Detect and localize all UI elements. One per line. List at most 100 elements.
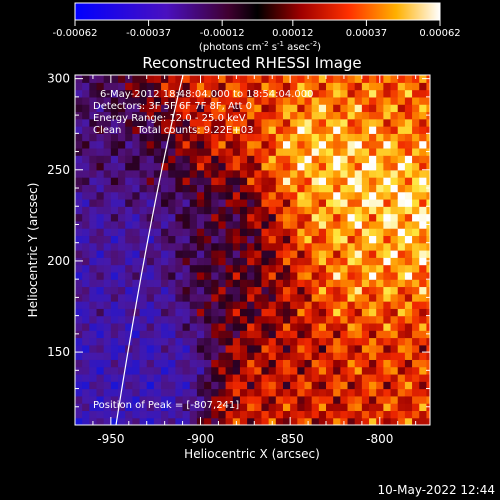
heatmap-cell <box>168 220 177 229</box>
heatmap-cell <box>326 293 334 302</box>
heatmap-cell <box>182 155 191 164</box>
heatmap-cell <box>347 75 356 83</box>
heatmap-cell <box>82 111 90 120</box>
heatmap-cell <box>282 366 291 375</box>
heatmap-cell <box>390 410 399 419</box>
heatmap-cell <box>397 264 406 273</box>
heatmap-cell <box>369 111 377 120</box>
heatmap-cell <box>161 184 169 193</box>
heatmap-cell <box>139 403 148 412</box>
heatmap-cell <box>118 286 126 295</box>
heatmap-cell <box>82 126 90 134</box>
heatmap-cell <box>118 155 126 164</box>
heatmap-cell <box>426 308 430 317</box>
heatmap-cell <box>211 301 220 309</box>
heatmap-cell <box>297 352 306 360</box>
heatmap-cell <box>139 417 148 425</box>
heatmap-cell <box>225 257 234 266</box>
heatmap-cell <box>139 155 148 164</box>
heatmap-cell <box>254 198 263 207</box>
heatmap-cell <box>189 220 198 229</box>
heatmap-cell <box>297 257 306 266</box>
heatmap-cell <box>419 111 428 120</box>
heatmap-cell <box>103 177 112 185</box>
heatmap-cell <box>311 96 320 105</box>
heatmap-cell <box>318 140 327 149</box>
heatmap-cell <box>412 344 420 353</box>
heatmap-cell <box>347 381 356 390</box>
heatmap-cell <box>354 308 363 317</box>
heatmap-cell <box>369 184 377 193</box>
colorbar-tick-labels: -0.00062 -0.00037 -0.00012 0.00012 0.00037 0.… <box>53 28 461 39</box>
heatmap-cell <box>282 279 291 288</box>
heatmap-cell <box>247 337 255 346</box>
heatmap-cell <box>282 337 291 346</box>
heatmap-cell <box>376 315 384 324</box>
heatmap-cell <box>75 104 83 113</box>
heatmap-cell <box>326 184 334 193</box>
heatmap-cell <box>311 228 320 237</box>
heatmap-cell <box>376 301 384 309</box>
heatmap-cell <box>390 366 399 375</box>
heatmap-cell <box>132 89 141 98</box>
heatmap-cell <box>369 198 377 207</box>
y-tick-label: 150 <box>47 345 70 359</box>
heatmap-cell <box>139 373 148 382</box>
heatmap-cell <box>118 206 126 215</box>
heatmap-cell <box>110 220 119 229</box>
heatmap-cell <box>103 271 112 280</box>
heatmap-cell <box>175 235 184 244</box>
heatmap-cell <box>96 118 105 127</box>
heatmap-cell <box>82 220 90 229</box>
heatmap-cell <box>96 264 105 273</box>
heatmap-cell <box>125 177 133 185</box>
heatmap-cell <box>110 337 119 346</box>
heatmap-cell <box>376 271 384 280</box>
heatmap-cell <box>426 250 430 258</box>
heatmap-cell <box>282 403 291 412</box>
heatmap-cell <box>247 417 255 425</box>
heatmap-cell <box>304 228 313 237</box>
heatmap-cell <box>261 352 270 360</box>
heatmap-cell <box>232 242 241 251</box>
heatmap-cell <box>275 126 284 134</box>
heatmap-cell <box>268 337 277 346</box>
heatmap-cell <box>89 104 98 113</box>
heatmap-cell <box>204 264 212 273</box>
heatmap-cell <box>125 242 133 251</box>
heatmap-cell <box>161 388 169 397</box>
heatmap-cell <box>390 133 399 142</box>
heatmap-cell <box>282 162 291 171</box>
heatmap-cell <box>318 191 327 200</box>
heatmap-cell <box>196 301 205 309</box>
heatmap-cell <box>282 228 291 237</box>
heatmap-cell <box>218 242 227 251</box>
heatmap-cell <box>347 366 356 375</box>
heatmap-cell <box>189 381 198 390</box>
heatmap-cell <box>168 330 177 339</box>
heatmap-cell <box>311 198 320 207</box>
heatmap-cell <box>383 352 392 360</box>
heatmap-cell <box>290 337 298 346</box>
heatmap-cell <box>146 366 155 375</box>
heatmap-cell <box>290 403 298 412</box>
heatmap-cell <box>239 155 248 164</box>
heatmap-cell <box>182 373 191 382</box>
heatmap-cell <box>168 257 177 266</box>
heatmap-cell <box>225 308 234 317</box>
heatmap-cell <box>175 147 184 156</box>
heatmap-cell <box>326 104 334 113</box>
heatmap-cell <box>290 293 298 302</box>
heatmap-cell <box>282 322 291 331</box>
heatmap-cell <box>275 213 284 222</box>
heatmap-cell <box>354 213 363 222</box>
heatmap-cell <box>361 242 370 251</box>
heatmap-cell <box>247 162 255 171</box>
heatmap-cell <box>419 191 428 200</box>
heatmap-cell <box>211 184 220 193</box>
heatmap-cell <box>182 250 191 258</box>
heatmap-cell <box>103 366 112 375</box>
heatmap-cell <box>103 330 112 339</box>
heatmap-cell <box>96 220 105 229</box>
x-tick-label: -850 <box>277 432 304 446</box>
